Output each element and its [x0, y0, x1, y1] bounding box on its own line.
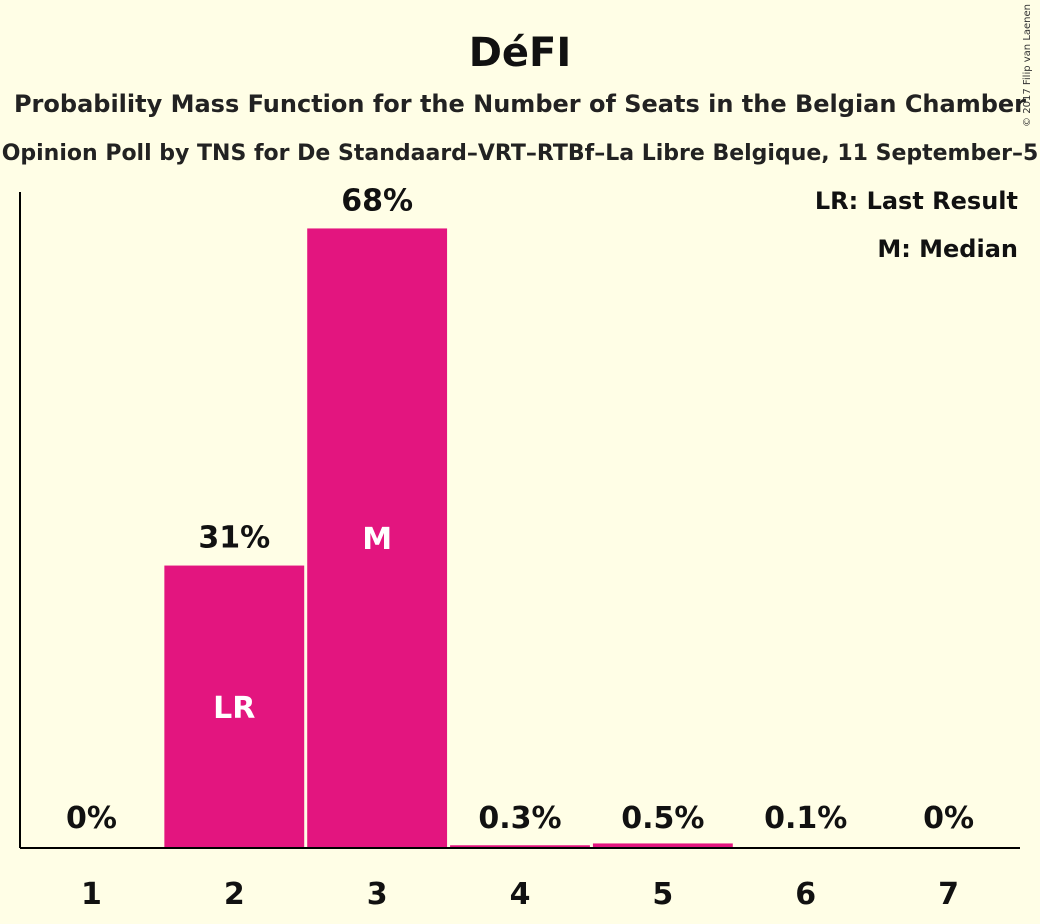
bar-marker-lr: LR	[213, 691, 255, 726]
chart-subsubtitle: Opinion Poll by TNS for De Standaard–VRT…	[2, 141, 1039, 166]
x-tick-5: 5	[652, 877, 673, 912]
value-label-seats-2: 31%	[198, 521, 270, 556]
bar-seats-5	[592, 843, 733, 848]
bars	[164, 228, 876, 849]
x-axis-ticks: 1 2 3 4 5 6 7	[81, 877, 959, 912]
value-label-seats-3: 68%	[341, 183, 413, 218]
bar-seats-3	[307, 228, 448, 848]
copyright-note: © 2017 Filip van Laenen	[1022, 4, 1033, 127]
x-tick-1: 1	[81, 877, 102, 912]
legend-entry-1: LR: Last Result	[815, 187, 1018, 215]
x-tick-3: 3	[367, 877, 388, 912]
x-tick-2: 2	[224, 877, 245, 912]
x-tick-6: 6	[795, 877, 816, 912]
chart-subtitle: Probability Mass Function for the Number…	[14, 90, 1026, 118]
value-label-seats-7: 0%	[923, 801, 974, 836]
legend-entry-2: M: Median	[877, 235, 1018, 263]
data-labels: 0% 31% LR 68% M 0.3% 0.5% 0.1% 0%	[66, 183, 974, 836]
value-label-seats-1: 0%	[66, 801, 117, 836]
chart-title: DéFI	[469, 30, 572, 76]
value-label-seats-6: 0.1%	[764, 801, 847, 836]
bar-seats-2	[164, 565, 305, 848]
value-label-seats-4: 0.3%	[478, 801, 561, 836]
value-label-seats-5: 0.5%	[621, 801, 704, 836]
legend: LR: Last Result M: Median	[815, 187, 1018, 263]
x-tick-4: 4	[510, 877, 531, 912]
x-tick-7: 7	[938, 877, 959, 912]
bar-seats-4	[450, 845, 590, 848]
bar-marker-m: M	[362, 522, 392, 557]
